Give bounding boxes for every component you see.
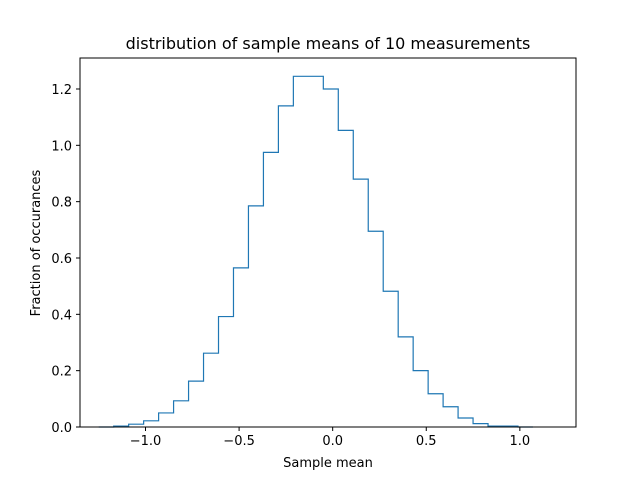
chart-title: distribution of sample means of 10 measu…: [126, 34, 531, 53]
histogram-bin: [353, 179, 368, 427]
x-tick-label: −0.5: [223, 434, 255, 449]
y-tick-label: 0.4: [51, 308, 72, 323]
histogram-bin: [413, 371, 428, 427]
x-tick-label: 0.0: [322, 434, 343, 449]
y-tick-label: 0.2: [51, 365, 72, 380]
histogram-bin: [144, 421, 159, 427]
y-tick-label: 1.2: [51, 83, 72, 98]
histogram-bin: [278, 106, 293, 427]
histogram-bin: [233, 268, 248, 427]
histogram-bin: [248, 206, 263, 427]
histogram-bin: [159, 413, 174, 427]
histogram-bin: [338, 130, 353, 427]
histogram-bin: [323, 89, 338, 427]
y-tick-label: 0.6: [51, 252, 72, 267]
histogram-bin: [293, 76, 308, 427]
x-tick-label: −1.0: [130, 434, 162, 449]
histogram-bin: [383, 291, 398, 427]
histogram-bin: [443, 407, 458, 427]
histogram-bin: [219, 317, 234, 427]
x-tick-label: 1.0: [510, 434, 531, 449]
histogram-bin: [368, 231, 383, 427]
histogram-bin: [189, 381, 204, 427]
y-axis-label: Fraction of occurances: [29, 169, 44, 316]
histogram-bin: [263, 152, 278, 427]
y-tick-label: 0.0: [51, 421, 72, 436]
histogram-bin: [428, 394, 443, 427]
histogram-bin: [458, 418, 473, 427]
axes-frame: [79, 57, 577, 428]
histogram-bin: [308, 76, 323, 427]
x-tick-label: 0.5: [416, 434, 437, 449]
plot-area: −1.0 −0.5 0.0 0.5 1.0 0.0 0.2 0.4 0.6 0.8 1.0 1.2: [51, 57, 577, 449]
histogram-bin: [204, 353, 219, 427]
histogram-bin: [174, 401, 189, 427]
y-tick-label: 1.0: [51, 139, 72, 154]
histogram-bin: [398, 337, 413, 427]
histogram-step-line: [98, 75, 533, 428]
x-axis-label: Sample mean: [283, 456, 373, 471]
y-tick-label: 0.8: [51, 196, 72, 211]
